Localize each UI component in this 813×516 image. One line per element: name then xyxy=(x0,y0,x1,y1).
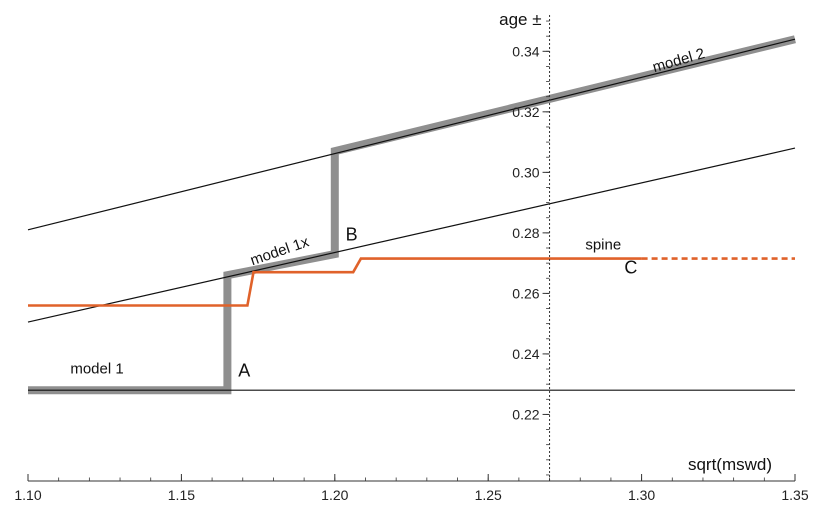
axes-layer: 1.10 1.15 1.20 1.25 1.30 1.35 0.220.240.260.2… xyxy=(14,15,809,503)
y-tick-label: 0.22 xyxy=(512,406,539,422)
x-axis-title: sqrt(mswd) xyxy=(688,455,772,474)
annotation-c: C xyxy=(624,258,637,278)
y-tick-label: 0.30 xyxy=(512,164,539,180)
x-ticks: 1.10 1.15 1.20 1.25 1.30 1.35 xyxy=(14,474,809,503)
y-tick-label: 0.28 xyxy=(512,225,539,241)
x-tick-label: 1.20 xyxy=(321,487,348,503)
y-tick-label: 0.34 xyxy=(512,43,539,59)
y-ticks: 0.22 0.24 0.26 0.28 0.30 0.32 0.34 xyxy=(512,20,550,476)
x-tick-label: 1.35 xyxy=(781,487,808,503)
annotation-b: B xyxy=(346,224,358,244)
x-tick-label: 1.25 xyxy=(475,487,502,503)
series-layer xyxy=(27,35,796,395)
x-tick-label: 1.15 xyxy=(168,487,195,503)
y-tick-label: 0.24 xyxy=(512,346,539,362)
y-tick-label: 0.26 xyxy=(512,285,539,301)
series-line-spine xyxy=(28,257,642,307)
y-axis-title: age ± xyxy=(499,10,541,29)
annotation-a: A xyxy=(238,361,250,381)
x-tick-label: 1.30 xyxy=(628,487,655,503)
y-tick-label: 0.32 xyxy=(512,104,539,120)
series-line-line xyxy=(27,38,796,231)
x-tick-label: 1.10 xyxy=(14,487,41,503)
annotation-spine: spine xyxy=(585,237,621,254)
series-line-line xyxy=(27,147,796,323)
annotation-model-1: model 1 xyxy=(70,361,123,378)
series-line-model xyxy=(28,35,796,395)
